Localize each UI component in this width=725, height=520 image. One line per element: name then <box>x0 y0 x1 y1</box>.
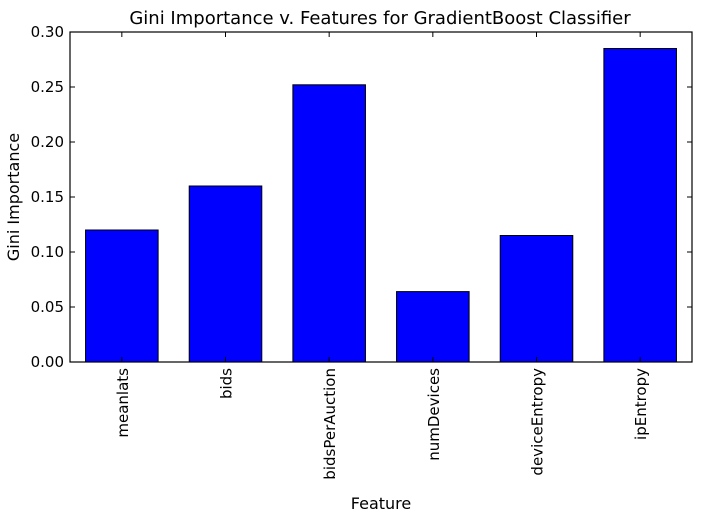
x-axis-label: Feature <box>351 494 411 513</box>
bar-deviceEntropy <box>499 235 574 363</box>
y-tick-label: 0.25 <box>31 78 64 96</box>
plot-frame <box>69 31 693 363</box>
bar-bids <box>188 185 263 363</box>
y-tick-label: 0.30 <box>31 23 64 41</box>
x-tick-label: bids <box>218 368 236 399</box>
bar-ipEntropy <box>603 48 677 363</box>
y-tick-label: 0.10 <box>31 243 64 261</box>
y-axis-label: Gini Importance <box>4 133 23 261</box>
y-tick-label: 0.20 <box>31 133 64 151</box>
bar-meanlats <box>85 229 159 363</box>
x-tick-label: meanlats <box>114 368 132 438</box>
chart-title: Gini Importance v. Features for Gradient… <box>129 8 631 29</box>
x-tick-label: numDevices <box>425 368 443 461</box>
y-tick-label: 0.00 <box>31 353 64 371</box>
bar-bidsPerAuction <box>292 84 366 363</box>
bars-layer <box>85 48 677 363</box>
x-axis: meanlats bids bidsPerAuction numDevices devi… <box>114 32 650 480</box>
x-tick-label: deviceEntropy <box>529 368 547 476</box>
y-tick-label: 0.05 <box>31 298 64 316</box>
y-tick-label: 0.15 <box>31 188 64 206</box>
bar-numDevices <box>396 291 470 363</box>
x-tick-label: ipEntropy <box>632 368 650 440</box>
x-tick-label: bidsPerAuction <box>321 368 339 480</box>
